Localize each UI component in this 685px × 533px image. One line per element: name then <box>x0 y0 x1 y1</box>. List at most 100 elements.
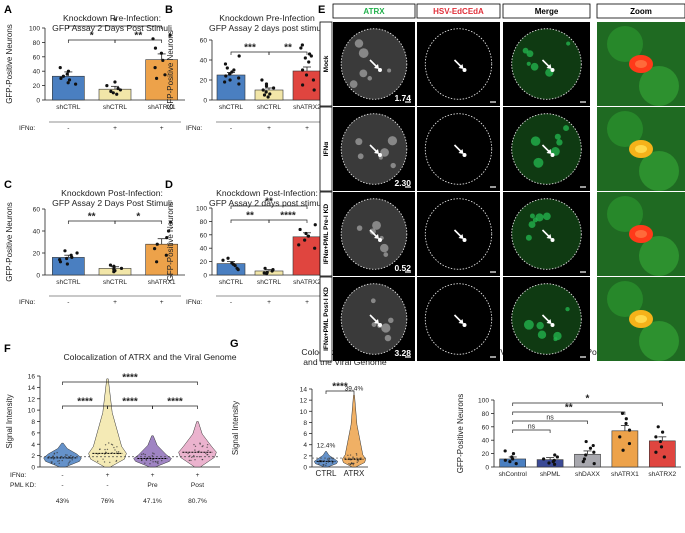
y-tick-label: 2 <box>303 453 307 460</box>
violin-point <box>325 462 328 465</box>
atrx-foci <box>380 243 389 253</box>
data-point <box>271 268 275 272</box>
x-tick-label: shCTRL <box>56 279 81 286</box>
merge-foci <box>530 62 539 71</box>
percent-label: 80.7% <box>188 498 207 505</box>
y-tick-label: 40 <box>482 438 490 445</box>
y-tick-label: 4 <box>31 442 35 449</box>
data-point <box>115 92 119 96</box>
data-point <box>58 66 62 70</box>
treatment-value: - <box>230 125 232 132</box>
merge-foci <box>526 50 534 58</box>
y-tick-label: 0 <box>203 98 207 105</box>
violin-point <box>106 448 109 451</box>
y-tick-label: 100 <box>29 26 40 33</box>
violin-point <box>50 462 53 464</box>
row-label: PML KD: <box>10 482 36 489</box>
violin-point <box>330 457 332 459</box>
data-point <box>226 256 230 260</box>
y-tick-label: 20 <box>33 251 41 258</box>
merge-foci <box>530 136 541 146</box>
data-point <box>237 82 241 86</box>
significance-bracket <box>268 51 308 55</box>
data-point <box>159 51 164 55</box>
zoom-green-blob <box>607 26 643 62</box>
data-point <box>163 73 167 77</box>
treatment-value: + <box>160 125 164 132</box>
data-point <box>263 266 267 270</box>
significance-label: **** <box>122 373 138 384</box>
treatment-label: IFNα: <box>19 125 35 132</box>
zoom-green-blob <box>639 151 679 191</box>
zoom-green-blob <box>607 281 643 317</box>
significance-label: ** <box>246 211 254 222</box>
atrx-foci <box>371 322 377 328</box>
violin-point <box>352 462 355 465</box>
data-point <box>113 80 117 84</box>
data-point <box>514 462 518 466</box>
y-tick-label: 40 <box>200 246 208 253</box>
violin-point <box>50 461 52 463</box>
significance-label: **** <box>122 397 138 408</box>
violin-point <box>151 455 154 457</box>
violin-point <box>199 442 201 444</box>
violin-point <box>116 451 118 453</box>
significance-label: ns <box>528 424 536 431</box>
zoom-spot-core <box>635 145 647 153</box>
data-point <box>661 430 665 434</box>
violin-point <box>349 463 352 465</box>
violin-point <box>154 460 157 463</box>
significance-label: **** <box>77 397 93 408</box>
violin-point <box>193 443 195 446</box>
x-tick-label: shCTRL <box>219 279 244 286</box>
arrow-icon <box>541 314 551 323</box>
percent-label: 43% <box>56 498 69 505</box>
colocalization-value: 0.52 <box>394 263 411 273</box>
row-label: Mock <box>323 55 330 72</box>
data-point <box>66 81 70 85</box>
row-label: IFNα+PML Post-I KD <box>323 287 330 351</box>
violin-point <box>206 454 208 456</box>
colocalization-value: 1.74 <box>394 93 411 103</box>
data-point <box>237 76 241 80</box>
significance-label: ** <box>88 212 96 223</box>
violin-shape <box>88 378 127 468</box>
data-point <box>112 264 116 268</box>
row-label-box <box>319 191 333 277</box>
data-point <box>161 58 165 63</box>
y-tick-label: 60 <box>33 207 41 214</box>
data-point <box>553 453 557 457</box>
data-point <box>618 435 622 439</box>
violin-point <box>69 460 71 462</box>
y-tick-label: 40 <box>33 69 41 76</box>
treatment-value: - <box>67 299 69 306</box>
violin-point <box>156 461 159 464</box>
treatment-label: IFNα: <box>186 125 202 132</box>
treatment-value: + <box>305 299 309 306</box>
violin-point <box>189 455 191 457</box>
significance-label: ** <box>265 197 273 208</box>
violin-point <box>331 462 334 464</box>
violin-point <box>328 458 331 460</box>
y-axis-label: Signal Intensity <box>231 401 240 455</box>
data-point <box>155 260 159 264</box>
merge-foci <box>553 337 558 342</box>
atrx-foci <box>372 220 381 230</box>
data-point <box>588 446 593 450</box>
data-point <box>264 82 269 86</box>
data-point <box>510 455 514 459</box>
arrowhead-icon <box>374 234 379 239</box>
violin-point <box>349 454 352 456</box>
violin-point <box>117 451 120 453</box>
bar <box>648 440 676 468</box>
data-point <box>75 251 79 255</box>
violin-point <box>142 453 145 455</box>
x-tick-label: shCTRL <box>257 104 282 111</box>
y-tick-label: 4 <box>303 442 307 449</box>
data-point <box>654 435 658 439</box>
treatment-value: + <box>267 125 271 132</box>
pml-value: Post <box>191 482 204 489</box>
zoom-green-blob <box>639 66 679 106</box>
data-point <box>260 78 264 82</box>
arrowhead-icon <box>374 319 379 324</box>
